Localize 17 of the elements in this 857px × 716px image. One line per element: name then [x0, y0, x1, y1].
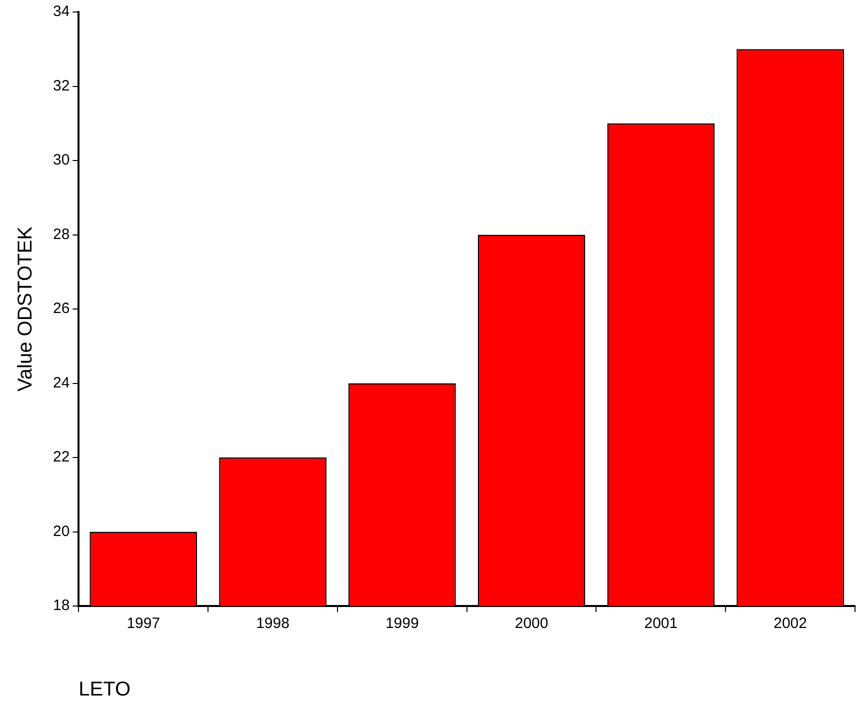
y-tick-label: 30: [52, 152, 70, 169]
y-tick-label: 22: [52, 448, 70, 466]
y-tick-label: 34: [52, 3, 70, 20]
y-tick-label: 26: [52, 300, 70, 318]
x-tick-label: 1998: [256, 615, 290, 632]
x-axis-title: LETO: [78, 678, 131, 701]
x-tick-label: 2000: [514, 615, 548, 632]
x-tick-label: 1999: [385, 615, 419, 632]
x-tick-label: 2002: [774, 615, 807, 632]
x-tick-label: 2001: [644, 615, 678, 632]
y-tick-label: 28: [52, 226, 70, 243]
y-tick-label: 20: [52, 522, 70, 540]
y-tick-label: 32: [52, 77, 70, 94]
y-tick-label: 24: [52, 374, 70, 392]
y-axis-title: Value ODSTOTEK: [14, 226, 37, 392]
y-tick-label: 18: [52, 597, 70, 614]
x-tick-label: 1997: [126, 615, 160, 632]
